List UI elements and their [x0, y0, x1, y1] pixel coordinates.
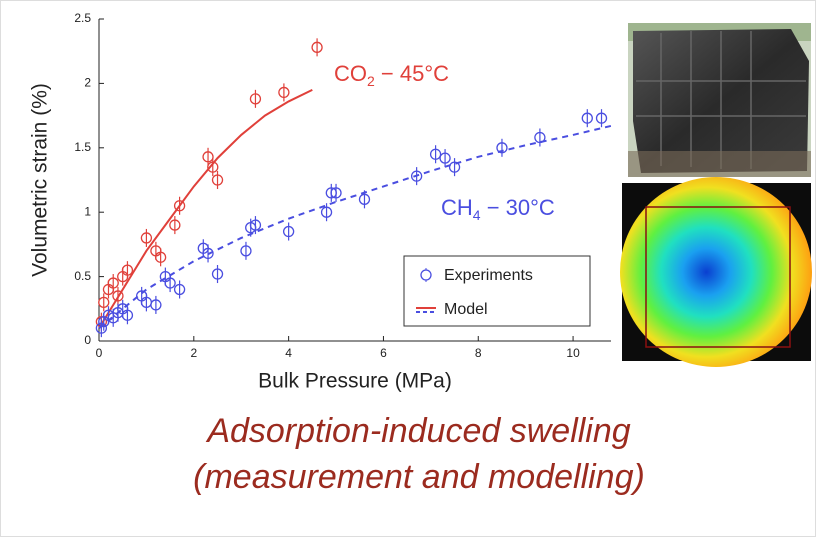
- annotation-part: 4: [473, 207, 481, 223]
- heatmap-image: [620, 177, 812, 367]
- page: 0 0.5 1 1.5 2 2.5 0 2 4 6 8 10 Bulk Pressure (MPa) Vo…: [0, 0, 816, 537]
- y-tick-label: 1.5: [74, 140, 91, 154]
- annotation-part: 2: [367, 73, 375, 89]
- legend-label: Experiments: [444, 267, 533, 284]
- x-tick-label: 8: [475, 346, 482, 360]
- series-annotation: CH4 − 30°C: [441, 195, 555, 223]
- photo: [628, 23, 811, 177]
- x-tick-label: 0: [96, 346, 103, 360]
- y-tick-label: 1: [84, 204, 91, 218]
- annotation-part: − 45°C: [375, 61, 449, 86]
- y-tick-label: 2: [84, 76, 91, 90]
- x-tick-label: 6: [380, 346, 387, 360]
- y-tick-label: 0: [84, 333, 91, 347]
- x-tick-label: 10: [566, 346, 580, 360]
- annotation-part: CH: [441, 195, 473, 220]
- caption: (measurement and modelling): [193, 458, 645, 496]
- figure: 0 0.5 1 1.5 2 2.5 0 2 4 6 8 10 Bulk Pressure (MPa) Vo…: [1, 1, 815, 536]
- annotation-part: CO: [334, 61, 367, 86]
- x-axis-label: Bulk Pressure (MPa): [258, 370, 452, 393]
- y-axis-label: Volumetric strain (%): [29, 83, 52, 277]
- x-tick-label: 2: [190, 346, 197, 360]
- series-annotation: CO2 − 45°C: [334, 61, 449, 89]
- x-tick-label: 4: [285, 346, 292, 360]
- y-tick-label: 0.5: [74, 269, 91, 283]
- legend-label: Model: [444, 301, 488, 318]
- annotation-part: − 30°C: [481, 195, 555, 220]
- model-line: [99, 90, 312, 328]
- y-tick-label: 2.5: [74, 11, 91, 25]
- caption: Adsorption-induced swelling: [205, 412, 630, 450]
- legend-marker: [421, 270, 431, 280]
